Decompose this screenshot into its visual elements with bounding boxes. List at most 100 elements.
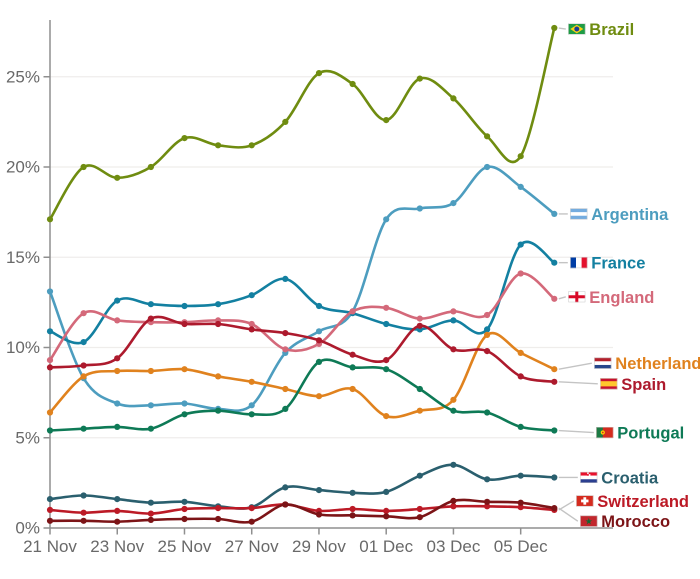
switzerland-point bbox=[383, 507, 390, 514]
x-tick-label-05 Dec: 05 Dec bbox=[494, 537, 548, 556]
switzerland-point bbox=[114, 507, 121, 514]
x-tick-label-03 Dec: 03 Dec bbox=[427, 537, 481, 556]
legend-connector-netherlands bbox=[558, 362, 592, 370]
argentina-point bbox=[248, 402, 255, 409]
croatia-point bbox=[551, 474, 558, 481]
x-tick-label-21 Nov: 21 Nov bbox=[23, 537, 77, 556]
brazil-point bbox=[349, 80, 356, 88]
y-tick-label-25%: 25% bbox=[6, 67, 40, 86]
croatia-point bbox=[315, 487, 323, 494]
legend-argentina: Argentina bbox=[558, 206, 669, 224]
argentina-point bbox=[383, 216, 390, 223]
netherlands-point bbox=[80, 373, 87, 380]
portugal-line bbox=[48, 358, 556, 432]
england-point bbox=[349, 308, 356, 315]
france-point bbox=[46, 328, 54, 335]
brazil-point bbox=[80, 163, 87, 171]
switzerland-point bbox=[484, 503, 491, 510]
croatia-point bbox=[282, 484, 289, 491]
netherlands-point bbox=[484, 331, 491, 338]
switzerland-flag-icon bbox=[576, 495, 594, 507]
brazil-point bbox=[484, 133, 491, 140]
legend-label-spain: Spain bbox=[621, 376, 666, 394]
brazil-line bbox=[48, 26, 556, 221]
spain-point bbox=[181, 320, 188, 328]
brazil-point bbox=[181, 135, 188, 142]
portugal-point bbox=[416, 385, 423, 393]
spain-point bbox=[349, 351, 356, 358]
legend-label-netherlands: Netherlands bbox=[615, 355, 700, 373]
portugal-point bbox=[282, 405, 289, 412]
brazil-flag-icon bbox=[568, 23, 586, 35]
argentina-point bbox=[450, 200, 457, 207]
portugal-point bbox=[147, 425, 154, 432]
switzerland-point bbox=[416, 505, 423, 513]
spain-point bbox=[450, 346, 457, 353]
france-point bbox=[450, 317, 457, 324]
spain-point bbox=[282, 330, 289, 337]
brazil-point bbox=[416, 75, 423, 82]
france-point bbox=[315, 302, 323, 310]
switzerland-points bbox=[46, 501, 558, 517]
brazil-point bbox=[114, 174, 121, 181]
x-tick-label-25 Nov: 25 Nov bbox=[158, 537, 212, 556]
england-flag-icon bbox=[568, 291, 586, 303]
netherlands-line bbox=[48, 331, 556, 419]
switzerland-point bbox=[46, 506, 54, 513]
legend-netherlands: Netherlands bbox=[558, 355, 700, 373]
croatia-point bbox=[450, 461, 457, 468]
england-point bbox=[517, 270, 524, 277]
y-tick-label-0%: 0% bbox=[15, 519, 40, 538]
spain-point bbox=[517, 373, 524, 380]
spain-point bbox=[551, 378, 558, 385]
portugal-point bbox=[46, 427, 54, 434]
netherlands-point bbox=[450, 396, 457, 403]
legend-morocco: Morocco bbox=[558, 507, 670, 531]
morocco-point bbox=[450, 497, 457, 504]
netherlands-point bbox=[248, 378, 255, 385]
legend-portugal: Portugal bbox=[558, 425, 684, 443]
legend-connector-portugal bbox=[558, 429, 594, 434]
croatia-point bbox=[46, 496, 54, 503]
x-tick-label-23 Nov: 23 Nov bbox=[90, 537, 144, 556]
france-point bbox=[484, 326, 491, 333]
france-point bbox=[383, 320, 390, 328]
morocco-point bbox=[215, 515, 222, 523]
brazil-point bbox=[450, 95, 457, 102]
netherlands-point bbox=[551, 366, 558, 373]
morocco-point bbox=[551, 505, 558, 512]
morocco-point bbox=[46, 517, 54, 524]
spain-point bbox=[215, 320, 222, 328]
france-point bbox=[80, 339, 87, 346]
x-tick-label-27 Nov: 27 Nov bbox=[225, 537, 279, 556]
switzerland-point bbox=[80, 509, 87, 516]
legend-label-switzerland: Switzerland bbox=[597, 493, 689, 511]
morocco-point bbox=[315, 511, 323, 518]
legend-label-croatia: Croatia bbox=[601, 469, 659, 487]
portugal-flag-icon bbox=[596, 427, 614, 439]
argentina-point bbox=[484, 163, 491, 171]
argentina-point bbox=[46, 288, 54, 295]
morocco-point bbox=[416, 514, 423, 521]
portugal-point bbox=[450, 407, 457, 414]
netherlands-point bbox=[114, 367, 121, 375]
legend-croatia: Croatia bbox=[558, 469, 659, 487]
switzerland-point bbox=[147, 510, 154, 517]
morocco-point bbox=[282, 501, 289, 508]
argentina-point bbox=[315, 328, 323, 335]
france-point bbox=[517, 241, 524, 248]
brazil-point bbox=[215, 142, 222, 149]
spain-point bbox=[248, 326, 255, 333]
france-point bbox=[215, 301, 222, 308]
netherlands-point bbox=[215, 373, 222, 380]
legend-spain: Spain bbox=[558, 376, 666, 394]
portugal-point bbox=[349, 364, 356, 371]
spain-point bbox=[383, 357, 390, 364]
croatia-point bbox=[416, 472, 423, 479]
morocco-point bbox=[484, 498, 491, 505]
england-point bbox=[80, 310, 87, 317]
switzerland-point bbox=[248, 505, 255, 512]
switzerland-point bbox=[181, 505, 188, 513]
